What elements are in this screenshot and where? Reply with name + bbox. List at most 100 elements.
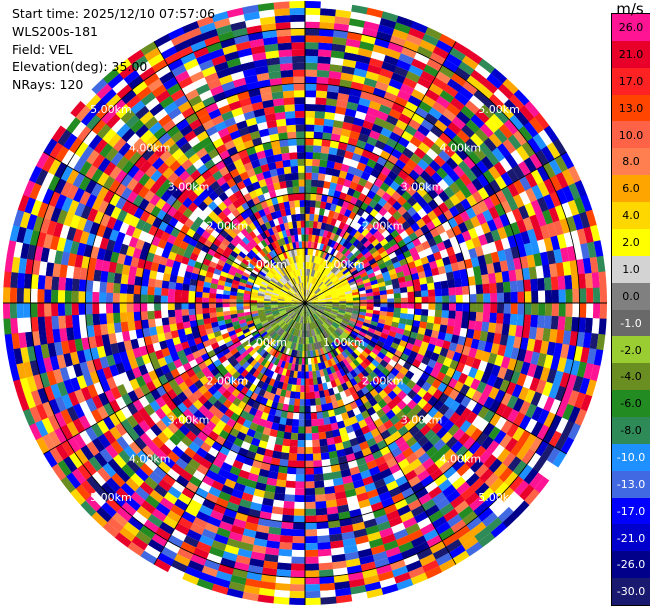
velocity-bin [389, 180, 401, 192]
velocity-bin [286, 411, 294, 420]
velocity-bin [328, 147, 339, 156]
velocity-bin [23, 227, 34, 245]
velocity-bin [128, 357, 139, 370]
velocity-bin [401, 263, 410, 272]
velocity-bin [154, 366, 165, 378]
velocity-bin [30, 199, 43, 217]
velocity-bin [411, 58, 427, 71]
velocity-bin [322, 368, 329, 376]
velocity-bin [492, 261, 502, 274]
velocity-bin [189, 278, 198, 286]
velocity-bin [324, 309, 332, 313]
velocity-bin [413, 447, 426, 459]
velocity-bin [290, 570, 305, 578]
velocity-bin [279, 535, 293, 543]
velocity-bin [78, 429, 93, 446]
velocity-bin [513, 336, 522, 350]
velocity-bin [478, 58, 496, 75]
velocity-bin [329, 273, 336, 281]
velocity-bin [89, 221, 101, 236]
velocity-bin [271, 295, 279, 299]
velocity-bin [345, 38, 362, 48]
velocity-bin [521, 267, 531, 281]
velocity-bin [317, 272, 323, 280]
velocity-bin [403, 40, 420, 53]
velocity-bin [579, 288, 587, 304]
velocity-bin [167, 302, 175, 311]
velocity-bin [139, 432, 152, 446]
velocity-bin [333, 435, 343, 445]
velocity-bin [585, 303, 594, 319]
velocity-bin [328, 450, 338, 459]
velocity-bin [155, 325, 165, 335]
velocity-bin [395, 371, 405, 381]
velocity-bin [387, 170, 399, 182]
velocity-bin [321, 194, 329, 203]
velocity-bin [424, 269, 433, 278]
velocity-bin [552, 370, 564, 387]
velocity-bin [218, 445, 231, 456]
velocity-bin [107, 516, 124, 533]
velocity-bin [326, 254, 333, 262]
velocity-bin [172, 384, 183, 396]
velocity-bin [221, 550, 238, 562]
velocity-bin [517, 429, 531, 446]
velocity-bin [102, 366, 113, 380]
velocity-bin [316, 327, 321, 335]
velocity-bin [576, 228, 588, 246]
velocity-bin [291, 298, 299, 302]
velocity-bin [143, 519, 160, 534]
velocity-bin [284, 298, 292, 301]
velocity-bin [353, 348, 362, 357]
velocity-bin [367, 327, 376, 334]
velocity-bin [401, 107, 416, 119]
velocity-bin [397, 425, 409, 437]
velocity-bin [342, 58, 357, 69]
velocity-bin [365, 588, 384, 599]
velocity-bin [185, 481, 199, 494]
velocity-bin [150, 261, 160, 272]
velocity-bin [236, 431, 247, 441]
velocity-bin [344, 313, 352, 318]
velocity-bin [307, 255, 311, 263]
velocity-bin [213, 533, 229, 545]
velocity-bin [298, 309, 303, 316]
velocity-bin [213, 380, 223, 391]
velocity-bin [260, 366, 268, 375]
velocity-bin [323, 311, 331, 316]
velocity-bin [543, 396, 555, 413]
velocity-bin [332, 29, 349, 39]
velocity-bin [366, 330, 374, 338]
velocity-bin [79, 400, 91, 416]
velocity-bin [338, 462, 350, 471]
velocity-bin [488, 497, 504, 513]
velocity-bin [80, 204, 92, 220]
velocity-bin [425, 445, 439, 458]
velocity-bin [445, 228, 456, 240]
velocity-bin [434, 288, 443, 297]
velocity-bin [289, 370, 295, 378]
velocity-bin [488, 272, 497, 284]
velocity-bin [150, 423, 163, 437]
velocity-bin [299, 323, 302, 331]
velocity-bin [316, 221, 323, 230]
velocity-bin [295, 384, 301, 393]
velocity-bin [131, 535, 148, 551]
velocity-bin [297, 440, 305, 448]
velocity-bin [405, 560, 423, 573]
velocity-bin [368, 199, 378, 209]
velocity-bin [260, 283, 268, 289]
velocity-bin [275, 316, 282, 322]
velocity-bin [141, 445, 155, 459]
velocity-bin [349, 181, 359, 191]
velocity-bin [228, 495, 242, 506]
velocity-bin [387, 303, 395, 308]
velocity-bin [352, 300, 360, 304]
velocity-bin [238, 498, 252, 509]
velocity-bin [577, 317, 587, 333]
velocity-bin [37, 316, 46, 331]
velocity-bin [321, 382, 329, 391]
velocity-bin [474, 275, 483, 286]
velocity-bin [441, 533, 459, 547]
velocity-bin [247, 508, 261, 518]
